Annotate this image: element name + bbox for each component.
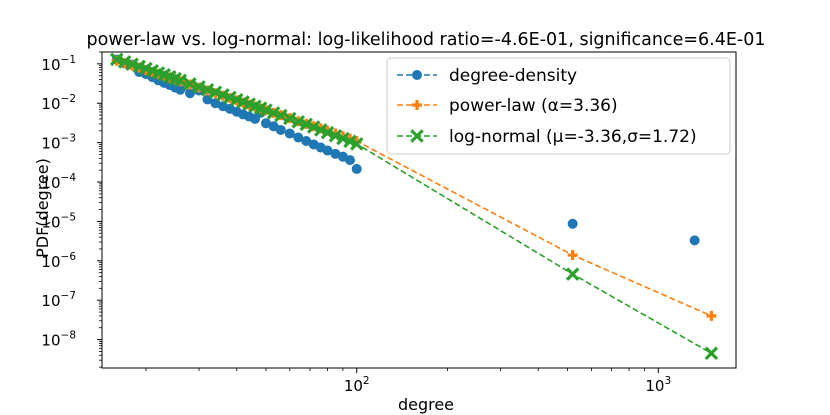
series-1-point-34 <box>351 136 362 147</box>
series-1-point-32 <box>337 131 348 142</box>
plot-data <box>109 52 719 361</box>
y-tick-label-6: 10−7 <box>41 290 76 310</box>
series-0-point-30 <box>322 145 333 156</box>
legend: degree-density power-law (α=3.36) log-no… <box>386 57 731 155</box>
series-0-point-25 <box>284 128 295 139</box>
series-0-point-33 <box>345 155 356 166</box>
series-2 <box>109 52 719 361</box>
legend-marker-1-shape <box>412 100 422 110</box>
series-1-point-35-shape <box>567 250 578 261</box>
x-axis: 102 103 <box>145 368 671 395</box>
series-0-point-34 <box>351 163 362 174</box>
series-2-point-35 <box>565 267 580 281</box>
legend-label-power-law: power-law (α=3.36) <box>449 96 618 116</box>
series-1-point-32-shape <box>337 131 348 142</box>
series-2-point-24 <box>274 108 288 123</box>
series-2-point-12 <box>192 80 206 94</box>
series-0-point-35 <box>567 218 578 229</box>
series-2-point-10 <box>173 73 188 88</box>
y-tick-exp-0: −1 <box>61 54 76 66</box>
y-tick-exp-6: −7 <box>61 290 76 302</box>
legend-handles <box>397 70 437 143</box>
series-2-point-11 <box>183 77 197 91</box>
series-0-point-26 <box>293 132 304 143</box>
x-axis-label: degree <box>398 395 454 414</box>
series-2-point-11-shape <box>183 77 197 91</box>
series-1-point-33-shape <box>345 133 356 144</box>
y-tick-label-7: 10−8 <box>41 330 76 350</box>
series-0-point-24 <box>275 124 286 135</box>
y-axis: 10−110−210−310−410−510−610−710−8 <box>41 51 102 368</box>
series-0-point-36 <box>689 235 700 246</box>
series-2-point-34 <box>349 137 364 151</box>
legend-marker-1 <box>412 100 422 110</box>
series-2-point-36 <box>704 346 719 361</box>
series-2-point-12-shape <box>192 80 206 94</box>
series-1-point-35 <box>567 250 578 261</box>
series-2-point-36-shape <box>704 346 719 361</box>
series-0-point-11 <box>185 88 196 99</box>
legend-marker-2-shape <box>410 129 424 143</box>
y-tick-label-2: 10−3 <box>41 133 76 153</box>
y-tick-label-1: 10−2 <box>41 93 76 113</box>
legend-marker-0 <box>412 70 422 80</box>
legend-label-log-normal: log-normal (μ=-3.36,σ=1.72) <box>449 127 697 147</box>
y-tick-exp-5: −6 <box>61 251 77 263</box>
y-tick-label-0: 10−1 <box>41 54 76 74</box>
y-tick-exp-2: −3 <box>61 133 76 145</box>
x-tick-label-1: 103 <box>645 375 671 395</box>
series-2-point-24-shape <box>274 108 288 123</box>
series-1-point-34-shape <box>351 136 362 147</box>
series-1-point-36 <box>706 310 717 321</box>
legend-frame <box>386 57 731 155</box>
series-0-point-22 <box>260 118 271 129</box>
series-2-point-25-shape <box>283 111 297 126</box>
series-2-point-34-shape <box>349 137 364 151</box>
series-2-point-10-shape <box>173 73 188 88</box>
legend-label-degree-density: degree-density <box>449 66 577 86</box>
x-tick-exp-0: 2 <box>363 375 370 387</box>
chart-title: power-law vs. log-normal: log-likelihood… <box>87 30 766 50</box>
series-2-point-25 <box>283 111 297 126</box>
legend-marker-2 <box>410 129 424 143</box>
y-tick-exp-4: −5 <box>61 211 76 223</box>
series-0-point-27 <box>301 136 312 147</box>
y-tick-exp-1: −2 <box>61 93 76 105</box>
series-1-point-36-shape <box>706 310 717 321</box>
plot-frame <box>101 51 737 369</box>
y-tick-exp-7: −8 <box>61 330 76 342</box>
series-2-point-35-shape <box>565 267 580 281</box>
x-tick-exp-1: 3 <box>664 375 671 387</box>
x-tick-label-0: 102 <box>344 375 370 395</box>
series-1-point-33 <box>345 133 356 144</box>
series-0-point-10 <box>175 84 186 95</box>
y-axis-label: PDF(degree) <box>33 158 52 258</box>
y-tick-exp-3: −4 <box>61 172 77 184</box>
